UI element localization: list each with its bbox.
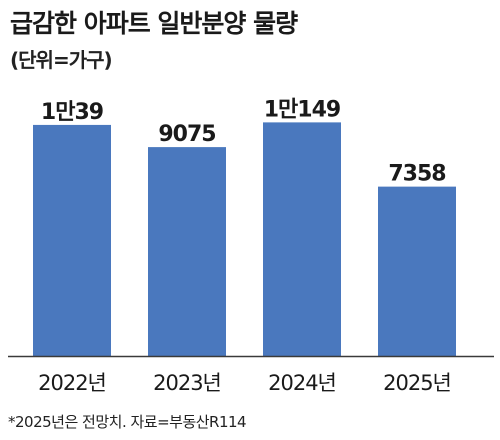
unit-subtitle: (단위=가구): [10, 48, 113, 72]
bar-1: [148, 147, 226, 356]
x-tick-label-1: 2023년: [153, 371, 221, 395]
source-footnote: *2025년은 전망치. 자료=부동산R114: [8, 413, 247, 431]
data-label-1: 9075: [158, 122, 215, 147]
bars-layer: [33, 122, 456, 357]
data-label-3: 7358: [388, 162, 445, 187]
x-tick-label-0: 2022년: [38, 371, 106, 395]
bar-0: [33, 124, 111, 357]
page-title: 급감한 아파트 일반분양 물량: [10, 9, 298, 38]
x-tick-label-3: 2025년: [383, 371, 451, 395]
x-tick-label-2: 2024년: [268, 371, 336, 395]
bar-2: [263, 122, 341, 357]
x-tick-labels-layer: 2022년 2023년 2024년 2025년: [38, 371, 452, 395]
data-label-0: 1만39: [41, 100, 103, 125]
data-label-2: 1만149: [264, 97, 340, 122]
bar-3: [378, 186, 456, 356]
data-labels-layer: 1만39 9075 1만149 7358: [41, 97, 447, 187]
